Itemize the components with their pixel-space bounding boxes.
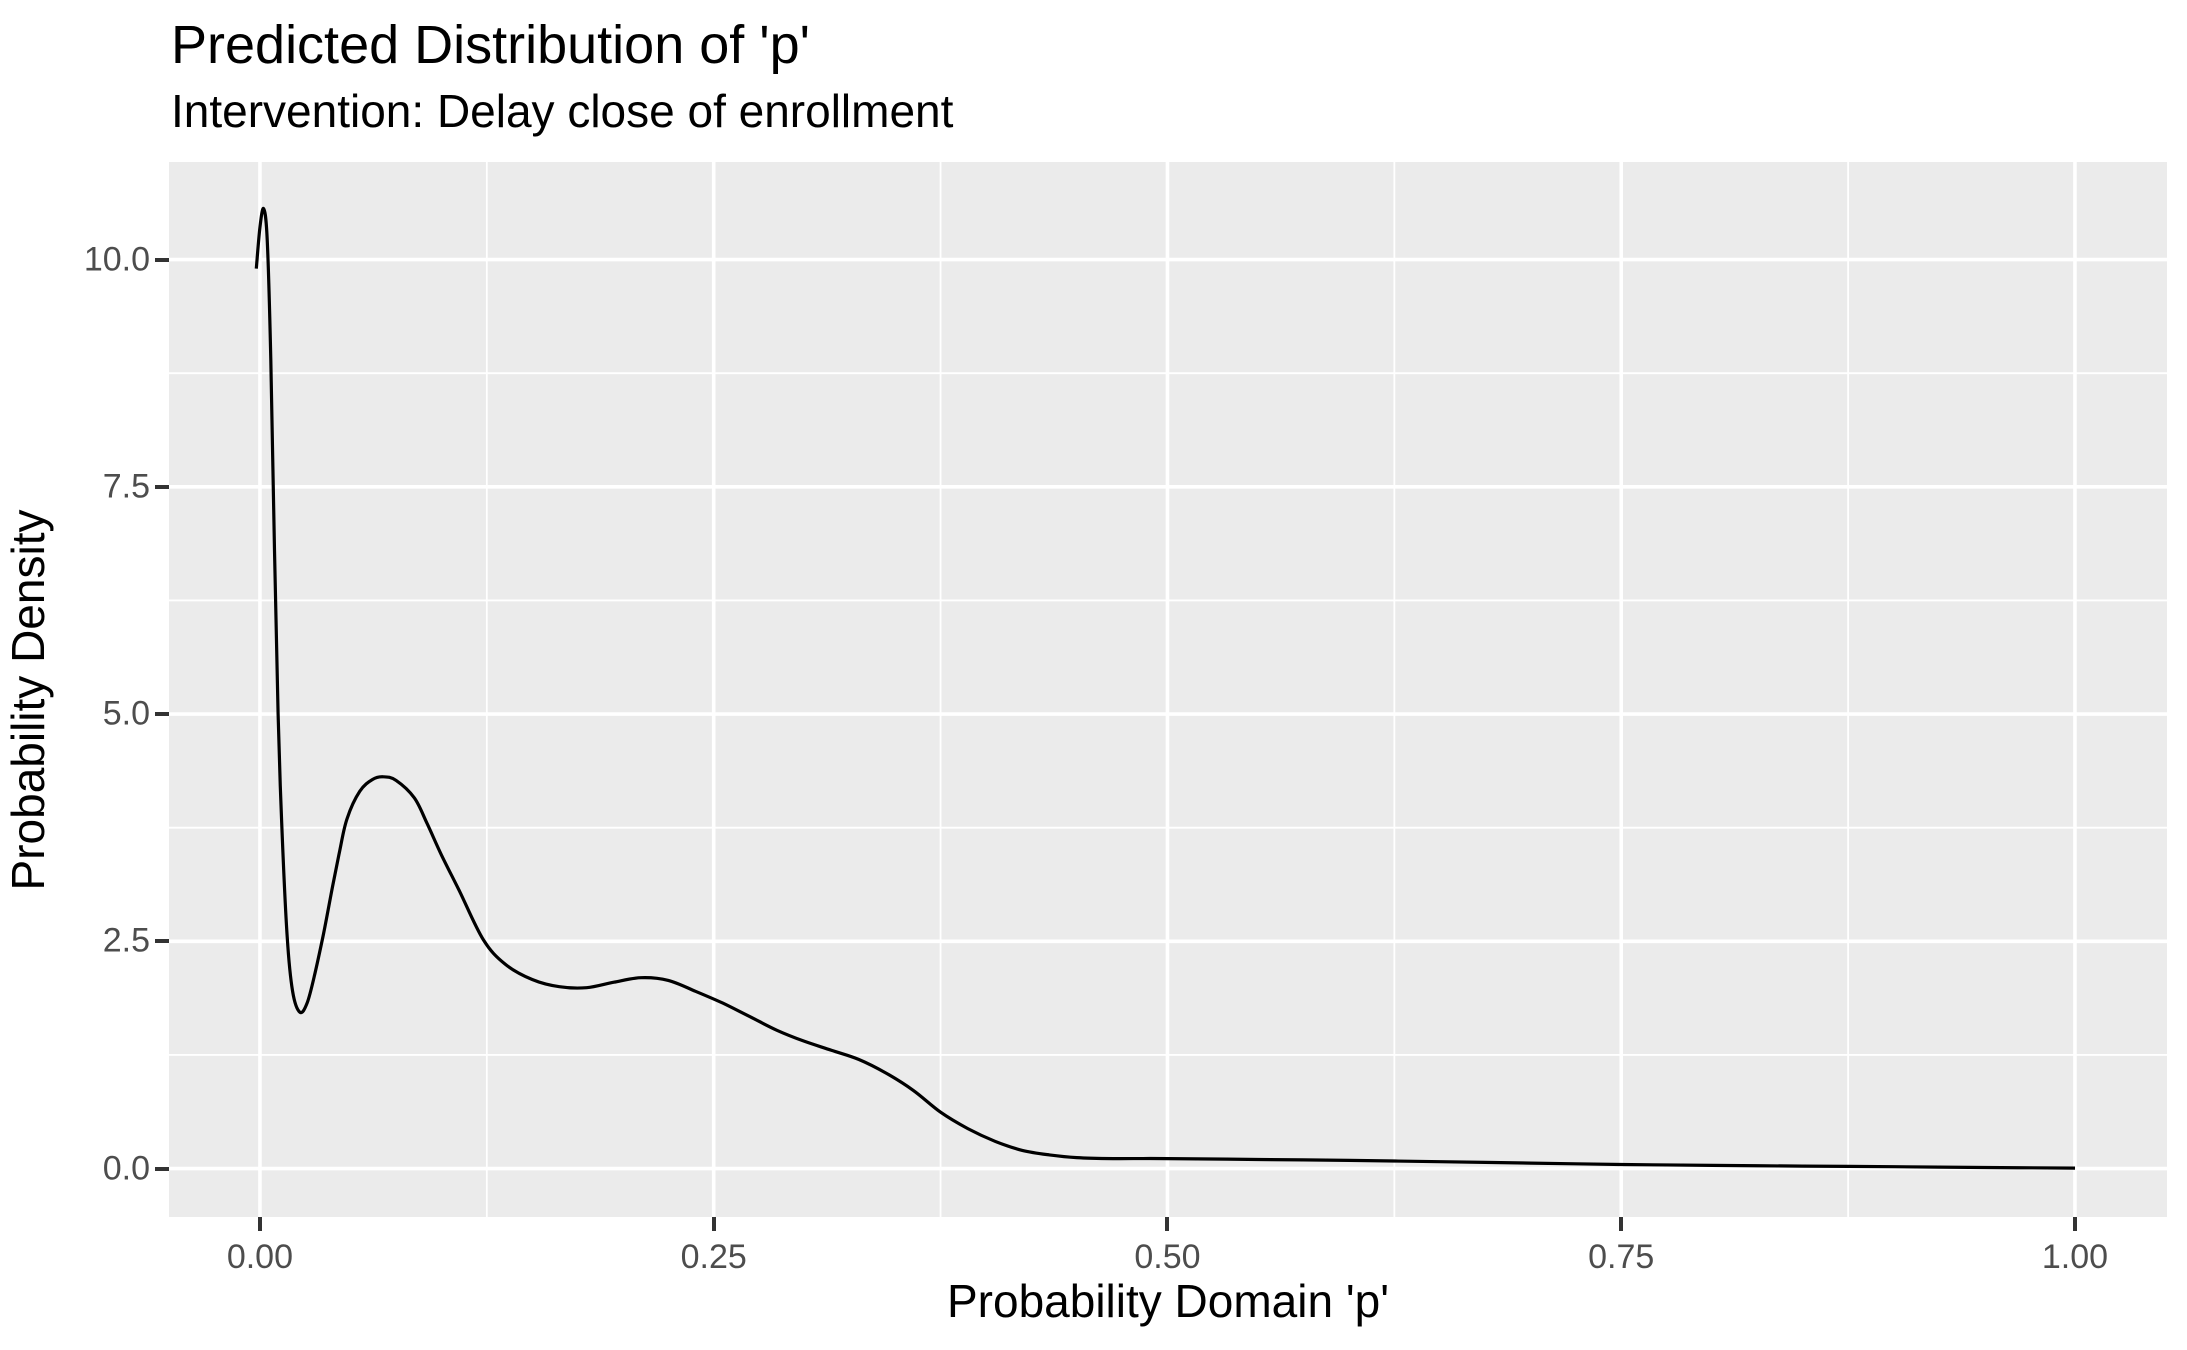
y-tick-mark [155,484,169,489]
y-tick-label: 5.0 [102,694,150,733]
density-curve [254,206,2076,1170]
plot-title: Predicted Distribution of 'p' [171,15,810,75]
y-axis-title: Probability Density [2,509,54,891]
chart-panel [169,162,2167,1217]
x-tick-label: 0.25 [680,1238,747,1276]
y-tick-mark [155,257,169,262]
x-tick-mark [1165,1217,1170,1231]
y-tick-label: 7.5 [102,467,150,506]
x-tick-label: 0.00 [226,1238,294,1276]
x-tick-label: 1.00 [2041,1238,2109,1276]
x-tick-mark [257,1217,262,1231]
y-tick-mark [155,939,169,944]
y-tick-label: 2.5 [102,921,150,960]
x-tick-mark [1619,1217,1624,1231]
y-tick-mark [155,1166,169,1171]
x-tick-label: 0.50 [1134,1238,1201,1276]
plot-subtitle: Intervention: Delay close of enrollment [171,85,954,137]
x-axis-title: Probability Domain 'p' [947,1275,1389,1327]
y-tick-mark [155,712,169,717]
y-tick-label: 0.0 [102,1149,150,1188]
x-tick-mark [2072,1217,2077,1231]
x-tick-label: 0.75 [1588,1238,1655,1276]
y-tick-label: 10.0 [83,240,150,279]
x-tick-mark [711,1217,716,1231]
